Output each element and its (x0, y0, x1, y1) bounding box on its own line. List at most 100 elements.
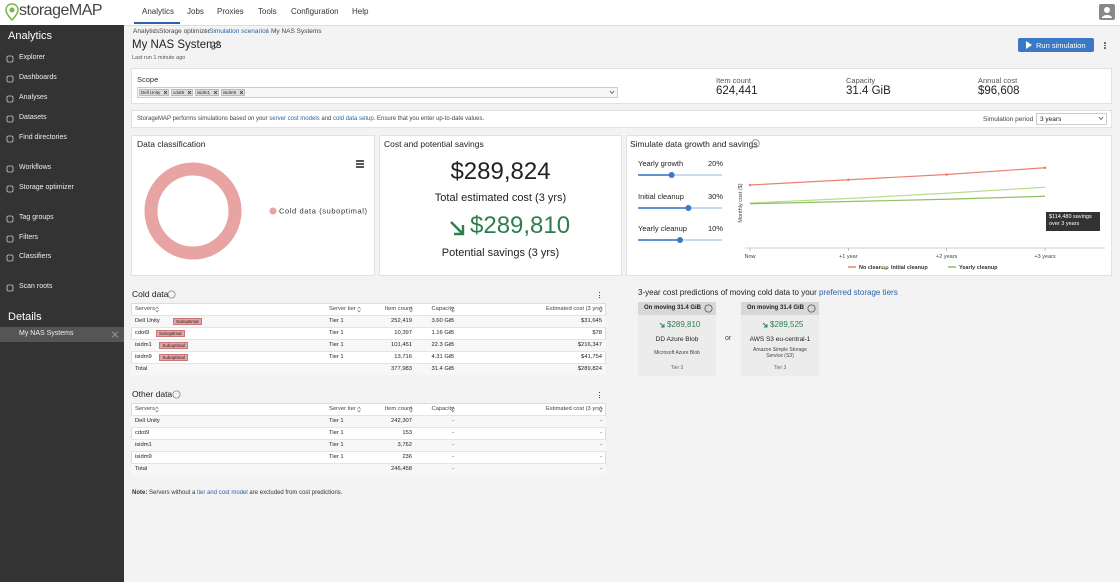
remove-icon (239, 90, 244, 95)
sidebar-icon (6, 215, 14, 223)
kebab-dot[interactable] (599, 397, 601, 399)
nav-tab[interactable]: Tools (258, 7, 277, 16)
breadcrumb-item[interactable]: Simulation scenarios (209, 28, 269, 35)
sidebar-item[interactable]: Dashboards (19, 74, 57, 81)
sidebar-item[interactable]: Classifiers (19, 253, 52, 260)
scope-chip[interactable] (139, 89, 169, 96)
page-title: My NAS Systems (132, 39, 222, 51)
legend-label: Yearly cleanup (959, 265, 998, 271)
info-circle (167, 290, 176, 299)
suboptimal-badge: Suboptimal (173, 317, 202, 325)
slider-value: 20% (707, 159, 723, 168)
slider-thumb[interactable] (677, 237, 683, 243)
cell-items: 101,451 (391, 342, 412, 348)
nav-tab[interactable]: Help (352, 7, 369, 16)
cost-savings: $289,810 (470, 212, 571, 239)
menu-icon-bar[interactable] (356, 160, 364, 162)
slider-thumb[interactable] (668, 172, 675, 178)
sort-arrows (599, 406, 603, 413)
sort-arrows (599, 306, 603, 313)
kebab-dot[interactable] (1104, 42, 1106, 44)
info-circle (172, 390, 181, 399)
slider-thumb[interactable] (685, 205, 692, 211)
avatar[interactable] (1099, 4, 1115, 20)
sidebar-icon (6, 165, 14, 173)
icon-shape (6, 185, 14, 193)
line-chart: Monthly cost ($) Now +1 year +2 years +3 yea… (738, 166, 1105, 271)
period-value[interactable]: 3 years (1040, 116, 1062, 123)
chip-remove (239, 90, 244, 95)
info-icon (807, 304, 816, 313)
breadcrumb-separator: / (204, 28, 206, 35)
scope-label: Scope (137, 75, 159, 84)
play-icon (1026, 41, 1032, 49)
sidebar-item[interactable]: Find directories (19, 134, 67, 141)
slider-value: 10% (707, 224, 723, 233)
suboptimal-badge: Suboptimal (156, 329, 185, 337)
breadcrumb-item[interactable]: Storage optimizer (159, 28, 210, 35)
scope-chip-label[interactable]: isidm9 (223, 89, 237, 95)
sidebar-item[interactable]: Analyses (19, 94, 48, 101)
table-row (131, 415, 606, 427)
nav-tab[interactable]: Jobs (187, 7, 204, 16)
sidebar-item[interactable]: Filters (19, 234, 39, 241)
run-button-label[interactable]: Run simulation (1036, 41, 1086, 50)
sidebar-item[interactable]: Scan roots (19, 283, 53, 290)
sidebar-icon (6, 284, 14, 292)
slider (638, 172, 722, 178)
menu-icon-bar[interactable] (356, 163, 364, 165)
kebab-dot[interactable] (599, 294, 601, 296)
kebab-dot[interactable] (599, 297, 601, 299)
info-link[interactable]: server cost models (269, 116, 320, 122)
menu-icon-bar[interactable] (356, 166, 364, 168)
kebab-dot[interactable] (599, 394, 601, 396)
period-select[interactable] (1036, 113, 1107, 125)
cell-tier: Tier 1 (329, 454, 344, 460)
sort-arrows (409, 406, 413, 413)
sort-icon (599, 406, 603, 413)
cell-cost: - (600, 418, 602, 424)
kebab-dot[interactable] (1104, 47, 1106, 49)
legend-label: Initial cleanup (891, 265, 928, 271)
breadcrumb-item[interactable]: Analytics (133, 28, 160, 35)
sidebar-item[interactable]: Workflows (19, 164, 52, 171)
scope-chip[interactable] (195, 89, 219, 96)
nav-tab[interactable]: Configuration (291, 7, 339, 16)
scope-chip-label[interactable]: isidm1 (197, 89, 211, 95)
sort-arrows (451, 406, 455, 413)
table-row (131, 439, 606, 451)
cost-total-label: Total estimated cost (3 yrs) (434, 192, 567, 204)
table-row (131, 315, 606, 327)
tier-card-header (638, 302, 716, 315)
scope-select[interactable] (137, 87, 618, 98)
savings-arrow (450, 221, 465, 236)
nav-tab[interactable]: Analytics (142, 7, 175, 16)
scope-chip-label[interactable]: Dell Unity (141, 89, 161, 95)
details-item[interactable]: My NAS Systems (19, 330, 74, 337)
run-button[interactable] (1018, 38, 1094, 52)
note-text: are excluded from cost predictions. (247, 490, 343, 496)
kebab-dot[interactable] (599, 392, 601, 394)
cell-tier: Tier 1 (329, 354, 344, 360)
summary-value: 31.4 GiB (846, 85, 891, 97)
sidebar-item[interactable]: Tag groups (19, 214, 54, 221)
edit-icon (211, 40, 221, 50)
icon-shape (6, 215, 14, 223)
scope-chip[interactable] (171, 89, 193, 96)
sidebar-item[interactable]: Explorer (19, 54, 46, 61)
table-row (131, 463, 606, 475)
predictions-link[interactable]: preferred storage tiers (818, 288, 898, 297)
kebab-dot[interactable] (1104, 44, 1106, 46)
sort-icon (155, 306, 159, 313)
info-icon (172, 390, 181, 399)
note-text: Servers without a (147, 490, 198, 496)
info-link[interactable]: cold data setup (333, 116, 374, 122)
note-link[interactable]: tier and cost model (197, 490, 248, 496)
kebab-dot[interactable] (599, 292, 601, 294)
note: Note: Servers without a tier and cost mo… (132, 490, 342, 496)
nav-tab[interactable]: Proxies (217, 7, 244, 16)
sidebar-item[interactable]: Datasets (19, 114, 47, 121)
scope-chip[interactable] (221, 89, 245, 96)
sidebar-item[interactable]: Storage optimizer (19, 184, 74, 191)
scope-chip-label[interactable]: cdot9 (173, 89, 185, 95)
